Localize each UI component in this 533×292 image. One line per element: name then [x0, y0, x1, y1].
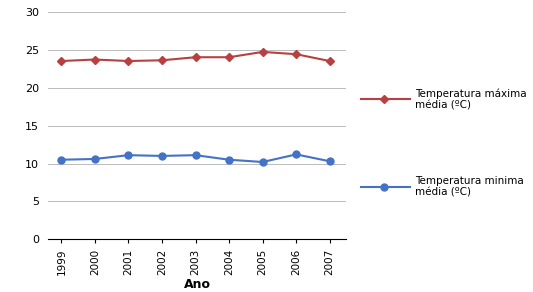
Temperatura minima
média (ºC)	[226, 158, 232, 161]
Temperatura máxima
média (ºC)	[327, 59, 333, 63]
Line: Temperatura máxima
média (ºC): Temperatura máxima média (ºC)	[59, 49, 333, 64]
Temperatura máxima
média (ºC)	[125, 59, 132, 63]
Temperatura máxima
média (ºC)	[92, 58, 98, 61]
Temperatura minima
média (ºC)	[327, 159, 333, 163]
Temperatura máxima
média (ºC)	[293, 53, 300, 56]
Temperatura minima
média (ºC)	[159, 154, 165, 158]
Line: Temperatura minima
média (ºC): Temperatura minima média (ºC)	[58, 151, 333, 166]
Temperatura minima
média (ºC)	[125, 153, 132, 157]
Temperatura minima
média (ºC)	[58, 158, 64, 161]
Text: Temperatura minima
média (ºC): Temperatura minima média (ºC)	[415, 176, 524, 198]
X-axis label: Ano: Ano	[184, 278, 211, 291]
Temperatura máxima
média (ºC)	[226, 55, 232, 59]
Temperatura máxima
média (ºC)	[159, 58, 165, 62]
Temperatura máxima
média (ºC)	[58, 59, 64, 63]
Temperatura máxima
média (ºC)	[192, 55, 199, 59]
Temperatura minima
média (ºC)	[192, 153, 199, 157]
Temperatura minima
média (ºC)	[293, 153, 300, 156]
Temperatura minima
média (ºC)	[260, 160, 266, 164]
Temperatura máxima
média (ºC)	[260, 50, 266, 54]
Text: Temperatura máxima
média (ºC): Temperatura máxima média (ºC)	[415, 88, 527, 110]
Temperatura minima
média (ºC)	[92, 157, 98, 161]
